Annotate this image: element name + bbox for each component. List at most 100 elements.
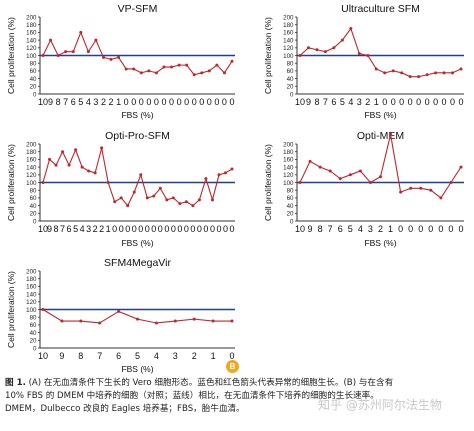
x-tick-label: 7 [323,97,328,107]
x-tick-label: 0 [408,97,413,107]
data-point [79,319,83,323]
data-point [170,65,174,69]
data-point [98,321,102,325]
x-tick-label: 0 [171,224,176,234]
y-tick-label: 80 [30,315,37,322]
panel-b-marker: B [226,360,239,373]
y-tick-label: 140 [26,291,37,298]
series-line [42,309,232,324]
data-point [101,55,105,59]
x-tick-label: 8 [56,97,61,107]
x-tick-label: 8 [54,224,59,234]
caption-line-3: DMEM，Dulbecco 改良的 Eagles 培养基；FBS，胎牛血清。 [5,404,245,414]
x-tick-label: 2 [93,224,98,234]
chart-title: VP-SFM [118,3,158,15]
x-tick-label: 4 [154,351,159,361]
x-tick-label: 0 [391,97,396,107]
x-tick-label: 0 [428,224,433,234]
data-point [308,159,312,163]
y-tick-label: 160 [283,157,294,164]
x-tick-label: 0 [216,224,221,234]
data-point [349,27,353,31]
y-tick-label: 200 [26,14,37,21]
chart-title: Opti-Pro-SFM [105,130,170,142]
y-tick-label: 140 [283,164,294,171]
data-point [132,67,136,71]
y-tick-label: 120 [283,45,294,52]
y-tick-label: 20 [287,211,294,218]
y-tick-label: 180 [283,149,294,156]
x-axis-label: FBS (%) [364,238,396,248]
data-point [119,196,123,200]
x-tick-label: 2 [99,224,104,234]
x-tick-label: 0 [448,224,453,234]
data-point [323,50,327,54]
y-axis-label: Cell proliferation (%) [6,271,16,348]
chart-panel-2: Ultraculture SFM020406080100120140160180… [263,3,464,120]
data-point [109,57,113,61]
data-point [126,204,130,208]
x-tick-label: 0 [416,97,421,107]
x-tick-label: 0 [229,351,234,361]
x-tick-label: 0 [184,97,189,107]
data-point [113,200,117,204]
y-tick-label: 180 [283,22,294,29]
x-tick-label: 9 [306,97,311,107]
chart-panel-3: Opti-Pro-SFM020406080100120140160180200C… [6,130,235,248]
y-tick-label: 60 [30,322,37,329]
y-tick-label: 160 [26,30,37,37]
data-point [162,65,166,69]
x-tick-label: 10 [295,224,305,234]
y-tick-label: 40 [30,76,37,83]
x-tick-label: 9 [47,224,52,234]
caption-figure-label: 图 1. [5,378,26,388]
data-point [211,319,215,323]
data-point [215,63,219,67]
x-tick-label: 0 [398,224,403,234]
x-tick-label: 0 [408,224,413,234]
chart-title: Ultraculture SFM [341,3,420,15]
y-axis-label: Cell proliferation (%) [6,17,16,94]
data-point [173,319,177,323]
x-tick-label: 1 [211,351,216,361]
data-point [332,46,336,50]
x-tick-label: 0 [138,224,143,234]
y-tick-label: 20 [287,84,294,91]
x-tick-label: 0 [145,224,150,234]
y-tick-label: 120 [26,172,37,179]
x-tick-label: 9 [59,351,64,361]
x-axis-label: FBS (%) [121,110,153,120]
data-point [409,186,413,190]
y-tick-label: 140 [26,164,37,171]
y-tick-label: 40 [30,203,37,210]
data-point [230,319,234,323]
y-tick-label: 80 [287,61,294,68]
y-tick-label: 120 [283,172,294,179]
data-point [139,173,143,177]
data-point [41,181,45,184]
data-point [145,196,149,200]
x-axis-label: FBS (%) [364,110,396,120]
data-point [399,190,403,194]
x-tick-label: 10 [295,97,305,107]
data-point [154,71,158,75]
caption-line-2: 10% FBS 的 DMEM 中培养的细胞（对照；蓝线）相比，在无血清条件下培养… [5,391,379,401]
data-point [48,157,52,161]
data-point [191,204,195,208]
data-point [60,319,64,323]
y-tick-label: 0 [33,218,37,225]
y-tick-label: 20 [30,211,37,218]
data-point [204,177,208,181]
data-point [338,177,342,181]
x-tick-label: 5 [73,224,78,234]
data-point [41,54,45,57]
data-point [185,63,189,67]
y-tick-label: 140 [26,37,37,44]
x-tick-label: 6 [116,351,121,361]
data-point [165,198,169,202]
x-tick-label: 2 [378,224,383,234]
x-tick-label: 10 [38,351,48,361]
x-tick-label: 2 [109,97,114,107]
y-tick-label: 200 [283,14,294,21]
